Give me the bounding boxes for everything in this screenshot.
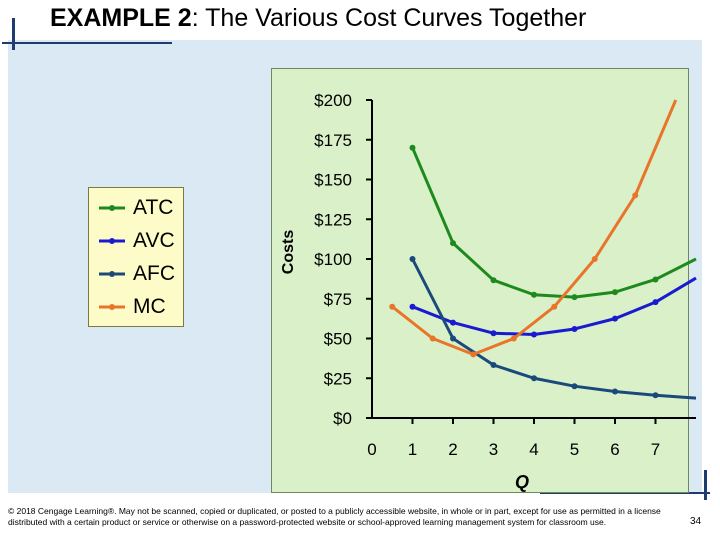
corner-mark-bottom-right bbox=[704, 470, 707, 500]
data-point-mc bbox=[591, 256, 598, 262]
y-tick-label: $125 bbox=[314, 210, 352, 229]
legend-item-mc: MC bbox=[97, 293, 183, 321]
axes bbox=[366, 99, 696, 424]
legend-swatch-atc bbox=[99, 205, 125, 211]
legend-label-avc: AVC bbox=[133, 229, 175, 252]
legend-swatch-afc bbox=[99, 271, 125, 277]
data-point-atc bbox=[531, 291, 537, 298]
x-tick-label: 7 bbox=[651, 440, 660, 459]
y-tick-label: $175 bbox=[314, 131, 352, 150]
x-tick-label: 2 bbox=[448, 440, 457, 459]
title-rest: : The Various Cost Curves Together bbox=[191, 4, 587, 32]
data-point-avc bbox=[571, 325, 578, 332]
y-tick-label: $0 bbox=[333, 409, 352, 428]
data-point-avc bbox=[531, 331, 537, 338]
x-tick-label: 6 bbox=[610, 440, 619, 459]
plot-area bbox=[271, 68, 689, 493]
legend-swatch-mc bbox=[99, 304, 125, 310]
page-number: 34 bbox=[690, 516, 702, 527]
data-point-atc bbox=[612, 289, 618, 296]
data-point-afc bbox=[531, 375, 537, 382]
tick-labels: $0 $25 $50 $75 $100 $125 $150 $175 $200 0 1 2 3 4 5 6 7 bbox=[314, 91, 660, 459]
slide-title: EXAMPLE 2: The Various Cost Curves Toget… bbox=[50, 4, 586, 33]
x-tick-label: 4 bbox=[529, 440, 538, 459]
x-tick-label: 5 bbox=[570, 440, 579, 459]
y-tick-label: $75 bbox=[324, 290, 352, 309]
legend-label-mc: MC bbox=[133, 295, 166, 318]
data-point-afc bbox=[450, 335, 456, 342]
legend-swatch-avc bbox=[99, 238, 125, 244]
data-point-afc bbox=[409, 256, 416, 262]
data-point-mc bbox=[510, 335, 517, 342]
data-point-atc bbox=[409, 144, 416, 151]
data-point-afc bbox=[612, 388, 618, 395]
y-tick-label: $150 bbox=[314, 171, 352, 190]
data-point-avc bbox=[450, 319, 456, 326]
data-point-afc bbox=[652, 392, 659, 399]
x-tick-label: 0 bbox=[367, 440, 376, 459]
legend-item-avc: AVC bbox=[97, 227, 183, 255]
bottom-rule bbox=[540, 492, 710, 494]
series-line-atc bbox=[411, 147, 697, 299]
data-point-avc bbox=[652, 299, 659, 306]
data-point-mc bbox=[632, 192, 639, 199]
data-point-atc bbox=[450, 240, 456, 247]
corner-mark-top-left bbox=[12, 18, 15, 50]
data-point-mc bbox=[389, 303, 396, 310]
data-point-mc bbox=[470, 351, 477, 358]
y-tick-label: $25 bbox=[324, 369, 352, 388]
legend-label-atc: ATC bbox=[133, 196, 174, 219]
series-lines bbox=[389, 99, 697, 400]
x-tick-label: 3 bbox=[489, 440, 498, 459]
data-point-atc bbox=[490, 277, 497, 284]
series-line-avc bbox=[411, 276, 697, 337]
data-point-mc bbox=[429, 335, 436, 342]
legend-item-atc: ATC bbox=[97, 194, 183, 222]
y-tick-label: $50 bbox=[324, 330, 352, 349]
y-tick-label: $200 bbox=[314, 91, 352, 110]
legend: ATC AVC AFC MC bbox=[88, 187, 184, 327]
y-axis-label: Costs bbox=[280, 230, 297, 275]
title-bold: EXAMPLE 2 bbox=[50, 4, 192, 32]
legend-item-afc: AFC bbox=[97, 260, 183, 288]
swatch-dot bbox=[109, 304, 115, 310]
copyright-footer: © 2018 Cengage Learning®. May not be sca… bbox=[8, 506, 661, 527]
data-point-mc bbox=[551, 303, 558, 310]
data-point-afc bbox=[571, 383, 578, 390]
data-point-avc bbox=[612, 315, 618, 322]
data-point-atc bbox=[652, 276, 659, 283]
data-point-afc bbox=[490, 362, 497, 369]
series-line-mc bbox=[391, 99, 678, 356]
x-tick-label: 1 bbox=[408, 440, 417, 459]
legend-label-afc: AFC bbox=[133, 262, 175, 285]
series-line-afc bbox=[411, 258, 697, 400]
swatch-dot bbox=[109, 271, 115, 277]
y-tick-label: $100 bbox=[314, 250, 352, 269]
data-point-avc bbox=[409, 303, 416, 310]
x-axis-label: Q bbox=[515, 472, 529, 492]
data-point-avc bbox=[490, 330, 497, 337]
data-point-atc bbox=[571, 294, 578, 301]
swatch-dot bbox=[109, 238, 115, 244]
title-underline bbox=[2, 42, 172, 44]
swatch-dot bbox=[109, 205, 115, 211]
